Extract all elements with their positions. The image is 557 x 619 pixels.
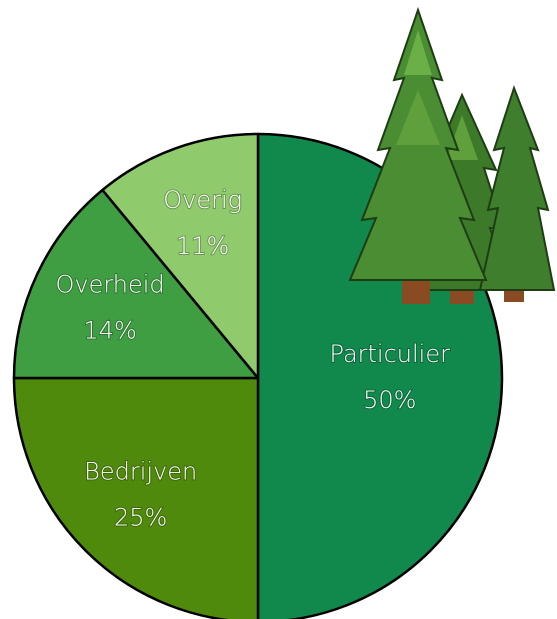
- slice-value-label: 14%: [83, 316, 136, 344]
- trees-illustration: [350, 10, 554, 304]
- tree: [480, 88, 554, 302]
- pie-slice: [14, 378, 258, 619]
- slice-value-label: 11%: [176, 232, 229, 260]
- chart: Particulier 50% Bedrijven 25% Overheid 14% Ove…: [0, 0, 557, 619]
- slice-value-label: 25%: [114, 503, 167, 531]
- slice-value-label: 50%: [363, 386, 416, 414]
- slice-name: Overig: [163, 186, 242, 214]
- slice-name: Overheid: [55, 270, 164, 298]
- slice-name: Bedrijven: [84, 457, 197, 485]
- slice-name: Particulier: [330, 340, 451, 368]
